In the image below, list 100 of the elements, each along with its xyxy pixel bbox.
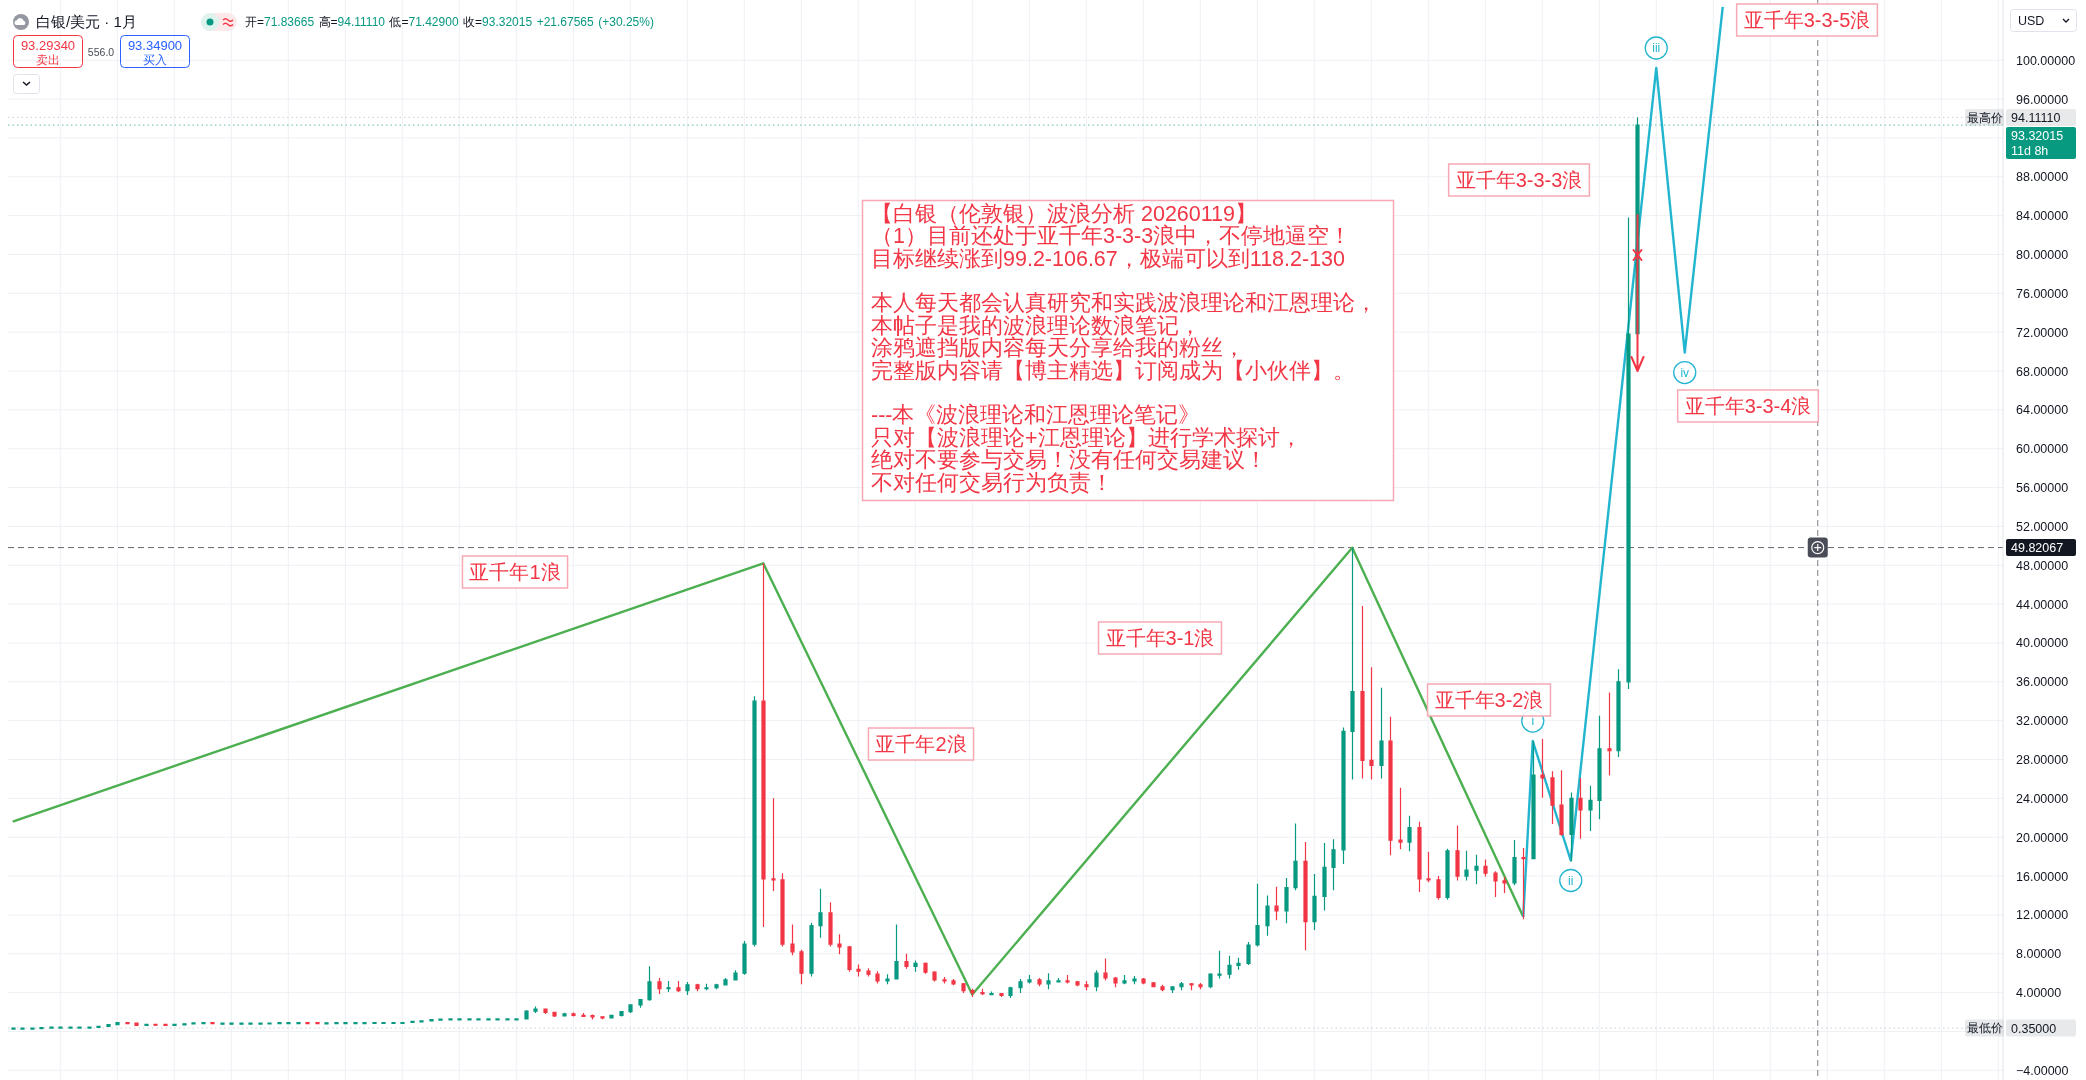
- candlestick: [989, 991, 994, 996]
- wave-point-label: ii: [1559, 868, 1583, 893]
- candlestick: [1217, 950, 1222, 980]
- candlestick: [1236, 957, 1241, 971]
- y-tick-label: 28.00000: [2016, 753, 2069, 767]
- candlestick: [704, 983, 709, 991]
- candlestick: [210, 1022, 215, 1025]
- candlestick: [1607, 691, 1612, 777]
- candlestick: [581, 1012, 586, 1018]
- y-tick-label: 76.00000: [2016, 286, 2069, 301]
- candlestick: [609, 1014, 614, 1020]
- candlestick: [913, 959, 918, 973]
- candlestick: [1578, 777, 1583, 840]
- candlestick: [1388, 716, 1393, 856]
- candlestick: [771, 797, 776, 892]
- candlestick: [87, 1026, 92, 1029]
- y-tick-label: 32.00000: [2016, 714, 2069, 729]
- annotation: 亚千年3-2浪: [1434, 689, 1544, 712]
- candlestick: [1559, 769, 1564, 837]
- candlestick: [182, 1023, 187, 1026]
- candlestick: [1075, 980, 1080, 987]
- candlestick: [1426, 851, 1431, 883]
- candlestick: [334, 1022, 339, 1025]
- candlestick: [932, 970, 937, 983]
- candlestick: [1445, 848, 1450, 901]
- candlestick: [1569, 791, 1574, 862]
- candlestick: [1227, 955, 1232, 980]
- data-label: iii: [1652, 41, 1661, 56]
- candlestick: [657, 977, 662, 995]
- candlestick: [904, 953, 909, 970]
- candlestick: [191, 1022, 196, 1026]
- price-tag-label: 最高价: [1965, 108, 2004, 126]
- candlestick: [533, 1005, 538, 1014]
- y-tick-label: 36.00000: [2016, 675, 2069, 690]
- y-tick-label: 8.00000: [2016, 947, 2062, 962]
- candlestick: [476, 1018, 481, 1021]
- candlestick: [438, 1018, 443, 1021]
- candlestick: [714, 983, 719, 990]
- candlestick: [258, 1022, 263, 1025]
- candlestick: [695, 983, 700, 992]
- candlestick: [1246, 941, 1251, 966]
- candlestick: [125, 1022, 130, 1025]
- candlestick: [467, 1018, 472, 1021]
- candlestick: [543, 1008, 548, 1015]
- y-tick-label: 52.00000: [2016, 519, 2069, 534]
- y-tick-label: 12.00000: [2016, 908, 2069, 923]
- candlestick: [1122, 974, 1127, 985]
- data-label: i: [1531, 714, 1535, 729]
- candlestick: [486, 1018, 491, 1021]
- candlestick: [638, 998, 643, 1009]
- candlestick: [1597, 715, 1602, 820]
- candlestick: [1284, 877, 1289, 924]
- y-tick-label: 44.00000: [2016, 597, 2069, 612]
- candlestick: [1398, 787, 1403, 850]
- candlestick: [1588, 785, 1593, 832]
- candlestick: [49, 1026, 54, 1029]
- candlestick: [267, 1022, 272, 1025]
- candlestick: [248, 1022, 253, 1025]
- candlestick: [1616, 668, 1621, 758]
- candlestick: [419, 1020, 424, 1023]
- candlestick: [324, 1022, 329, 1025]
- candlestick: [429, 1018, 434, 1023]
- candlestick: [1103, 958, 1108, 982]
- candlestick: [343, 1022, 348, 1025]
- y-tick-label: 84.00000: [2016, 209, 2069, 224]
- candlestick: [1360, 605, 1365, 780]
- candlestick: [514, 1018, 519, 1021]
- candlestick: [1474, 854, 1479, 885]
- candlestick: [134, 1022, 139, 1027]
- candlestick: [277, 1022, 282, 1025]
- y-tick-label: 96.00000: [2016, 92, 2069, 107]
- candlestick: [1303, 841, 1308, 951]
- candlestick: [752, 695, 757, 948]
- candlestick: [495, 1018, 500, 1021]
- candlestick: [1160, 984, 1165, 992]
- candlestick: [1018, 978, 1023, 994]
- candlestick: [1037, 977, 1042, 987]
- candlestick: [448, 1018, 453, 1021]
- y-tick-label: 68.00000: [2016, 364, 2069, 379]
- candlestick: [1255, 883, 1260, 948]
- candlestick: [761, 562, 766, 928]
- y-tick-label: 64.00000: [2016, 403, 2069, 418]
- candlestick: [1312, 873, 1317, 931]
- candlestick: [353, 1021, 358, 1025]
- candlestick: [970, 988, 975, 998]
- candlestick: [115, 1022, 120, 1026]
- candlestick: [201, 1022, 206, 1025]
- candlestick: [163, 1023, 168, 1027]
- candlestick: [457, 1018, 462, 1021]
- annotation: 亚千年3-3-3浪: [1455, 169, 1583, 192]
- text: 不对任何交易行为负责！: [871, 470, 1113, 495]
- candlestick: [58, 1026, 63, 1029]
- candlestick: [1198, 982, 1203, 990]
- y-tick-label: 100.00000: [2016, 53, 2076, 68]
- text: USD: [2018, 14, 2045, 28]
- candlestick: [505, 1018, 510, 1021]
- candlestick: [942, 976, 947, 984]
- data-label: iv: [1680, 365, 1690, 380]
- candlestick: [1027, 974, 1032, 984]
- candlestick: [372, 1021, 377, 1025]
